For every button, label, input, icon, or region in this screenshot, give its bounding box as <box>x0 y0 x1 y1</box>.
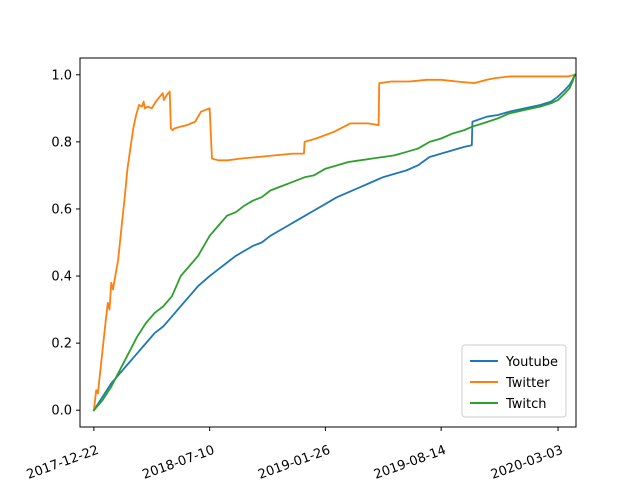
y-tick-label: 1.0 <box>51 68 72 83</box>
series-line-twitter <box>92 73 576 412</box>
y-axis: 0.0 0.2 0.4 0.6 0.8 1.0 <box>51 68 80 419</box>
y-tick-label: 0.8 <box>51 135 72 150</box>
y-tick-label: 0.4 <box>51 270 72 285</box>
legend: Youtube Twitter Twitch <box>461 344 567 418</box>
legend-box <box>461 344 567 418</box>
plot-area <box>79 57 577 428</box>
y-tick-label: 0.0 <box>51 404 72 419</box>
legend-label-youtube: Youtube <box>505 355 558 370</box>
legend-label-twitter: Twitter <box>505 376 550 391</box>
y-tick-label: 0.2 <box>51 337 72 352</box>
series-line-twitch <box>92 73 576 412</box>
legend-label-twitch: Twitch <box>505 397 547 412</box>
y-tick-label: 0.6 <box>51 202 72 217</box>
axes-frame <box>79 57 577 428</box>
series-line-youtube <box>92 73 577 412</box>
